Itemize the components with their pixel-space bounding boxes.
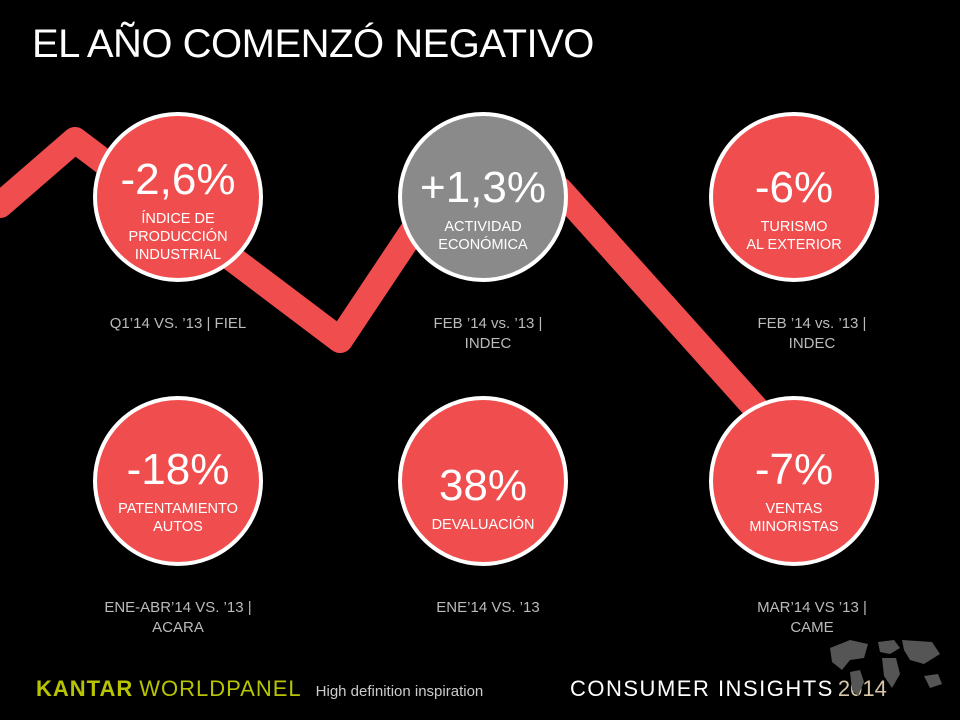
indicator-devaluation: 38% DEVALUACIÓN	[398, 396, 568, 566]
indicator-car-registrations: -18% PATENTAMIENTO AUTOS	[93, 396, 263, 566]
indicator-value: +1,3%	[420, 163, 546, 212]
slide-title: EL AÑO COMENZÓ NEGATIVO	[32, 22, 594, 66]
indicator-tourism-abroad: -6% TURISMO AL EXTERIOR	[709, 112, 879, 282]
indicator-economic-activity: +1,3% ACTIVIDAD ECONÓMICA	[398, 112, 568, 282]
indicator-source: ENE’14 VS. ’13	[436, 599, 540, 616]
indicator-label: VENTAS MINORISTAS	[749, 501, 839, 536]
indicator-label: TURISMO AL EXTERIOR	[746, 219, 842, 254]
indicator-value: -2,6%	[120, 155, 236, 204]
indicator-label: ACTIVIDAD ECONÓMICA	[438, 219, 528, 254]
brand-logo-kantar: KANTAR	[36, 676, 134, 701]
brand-footer: KANTAR WORLDPANEL High definition inspir…	[36, 676, 483, 702]
product-footer: CONSUMER INSIGHTS 2014	[570, 676, 887, 702]
indicator-source: Q1’14 VS. ’13 | FIEL	[109, 315, 247, 332]
indicator-source: FEB ’14 vs. ’13 | INDEC	[433, 315, 543, 353]
product-name: CONSUMER INSIGHTS	[570, 676, 834, 701]
indicator-value: -6%	[754, 163, 834, 212]
indicator-source: MAR’14 VS ’13 | CAME	[757, 599, 867, 637]
indicator-value: 38%	[438, 461, 528, 510]
indicator-label: PATENTAMIENTO AUTOS	[118, 501, 238, 536]
indicator-value: -7%	[754, 445, 834, 494]
indicator-industrial-production: -2,6% ÍNDICE DE PRODUCCIÓN INDUSTRIAL	[93, 112, 263, 282]
indicator-source: FEB ’14 vs. ’13 | INDEC	[757, 315, 867, 353]
indicator-label: DEVALUACIÓN	[431, 517, 535, 533]
indicator-label: ÍNDICE DE PRODUCCIÓN INDUSTRIAL	[128, 211, 228, 264]
indicator-source: ENE-ABR’14 VS. ’13 | ACARA	[104, 599, 252, 637]
brand-logo-worldpanel: WORLDPANEL	[139, 676, 302, 701]
brand-tagline: High definition inspiration	[315, 683, 484, 700]
indicator-retail-sales: -7% VENTAS MINORISTAS	[709, 396, 879, 566]
world-map-icon	[830, 640, 942, 696]
indicator-value: -18%	[126, 445, 230, 494]
